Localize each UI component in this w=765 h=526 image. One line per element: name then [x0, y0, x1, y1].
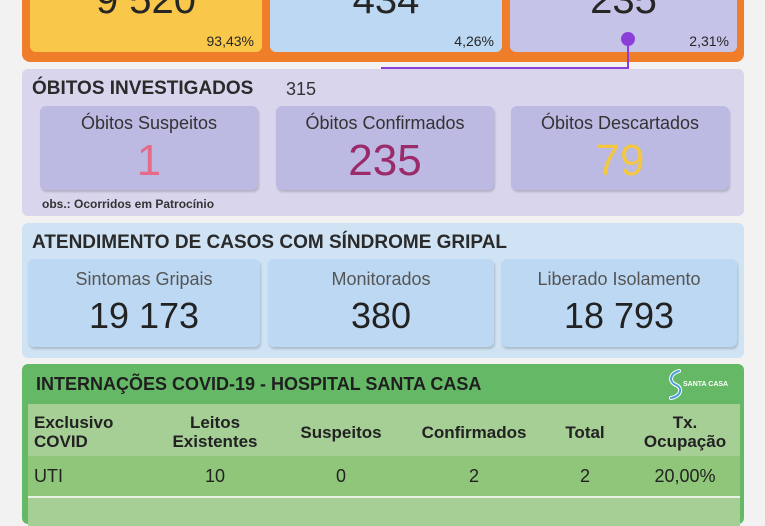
- table-row: UTI 10 0 2 2 20,00%: [28, 456, 740, 496]
- card-label: Óbitos Suspeitos: [80, 113, 218, 133]
- card-label: Liberado Isolamento: [537, 269, 701, 289]
- summary-value: 9 520: [95, 0, 197, 22]
- summary-percent: 2,31%: [689, 33, 729, 49]
- obitos-count: 315: [286, 79, 317, 99]
- card-value: 1: [136, 136, 162, 185]
- obitos-note: obs.: Ocorridos em Patrocínio: [42, 197, 215, 211]
- card-value: 18 793: [563, 295, 675, 336]
- cell-total: 2: [579, 466, 590, 486]
- card-liberado-isolamento: Liberado Isolamento 18 793: [501, 259, 737, 347]
- cell-suspeitos: 0: [335, 466, 346, 486]
- card-label: Sintomas Gripais: [75, 269, 213, 289]
- summary-percent: 4,26%: [454, 33, 494, 49]
- cell-leitos: 10: [204, 466, 226, 486]
- cell-name: UTI: [34, 466, 63, 486]
- logo-text: SANTA CASA: [683, 381, 729, 388]
- card-obitos-confirmados: Óbitos Confirmados 235: [276, 106, 494, 190]
- internacoes-title: INTERNAÇÕES COVID-19 - HOSPITAL SANTA CA…: [36, 374, 482, 394]
- santa-casa-logo: SANTA CASA: [665, 368, 737, 400]
- card-obitos-descartados: Óbitos Descartados 79: [511, 106, 729, 190]
- obitos-title: ÓBITOS INVESTIGADOS: [32, 78, 254, 99]
- card-label: Monitorados: [331, 269, 431, 289]
- card-value: 380: [350, 295, 412, 336]
- header-leitos-existentes: Leitos Existentes: [172, 413, 258, 451]
- cell-confirmados: 2: [468, 466, 479, 486]
- card-monitorados: Monitorados 380: [268, 259, 494, 347]
- internacoes-table: Exclusivo COVID Leitos Existentes Suspeito…: [28, 404, 740, 526]
- summary-card-ativos: 434 4,26%: [270, 0, 502, 52]
- summary-card-casos: 9 520 93,43%: [30, 0, 262, 52]
- summary-value: 235: [590, 0, 657, 22]
- card-value: 79: [595, 136, 645, 185]
- card-value: 235: [348, 136, 422, 185]
- card-value: 19 173: [88, 295, 200, 336]
- summary-percent: 93,43%: [206, 33, 254, 49]
- header-suspeitos: Suspeitos: [300, 423, 382, 442]
- card-sintomas-gripais: Sintomas Gripais 19 173: [28, 259, 260, 347]
- header-exclusivo-covid: Exclusivo COVID: [34, 413, 114, 451]
- card-label: Óbitos Confirmados: [305, 113, 465, 133]
- card-obitos-suspeitos: Óbitos Suspeitos 1: [40, 106, 258, 190]
- table-header-row: Exclusivo COVID Leitos Existentes Suspeito…: [28, 404, 740, 456]
- header-taxa-ocupacao: Tx. Ocupação: [643, 413, 727, 451]
- sindrome-gripal-panel: ATENDIMENTO DE CASOS COM SÍNDROME GRIPAL…: [22, 223, 744, 358]
- cell-taxa: 20,00%: [654, 466, 716, 486]
- summary-value: 434: [352, 0, 420, 22]
- sindrome-title: ATENDIMENTO DE CASOS COM SÍNDROME GRIPAL: [32, 232, 508, 253]
- card-label: Óbitos Descartados: [540, 113, 700, 133]
- obitos-panel: ÓBITOS INVESTIGADOS 315 Óbitos Suspeitos…: [22, 69, 744, 216]
- header-confirmados: Confirmados: [421, 423, 527, 442]
- header-total: Total: [565, 423, 605, 442]
- table-row-partial: [28, 496, 740, 526]
